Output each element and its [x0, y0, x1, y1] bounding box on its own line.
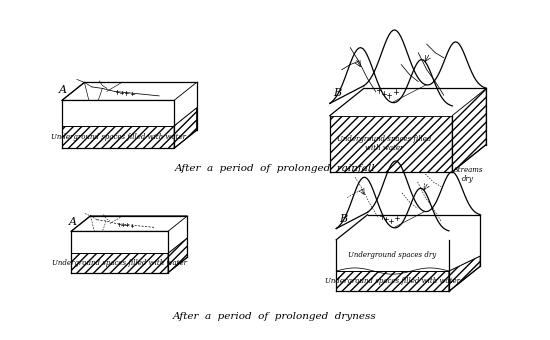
- Polygon shape: [62, 100, 174, 126]
- Polygon shape: [71, 216, 188, 231]
- Polygon shape: [168, 216, 188, 253]
- Text: A: A: [59, 85, 67, 95]
- Polygon shape: [336, 240, 449, 271]
- Polygon shape: [168, 238, 188, 273]
- Polygon shape: [449, 256, 480, 291]
- Polygon shape: [62, 126, 174, 148]
- Text: Streams
dry: Streams dry: [454, 166, 483, 184]
- Text: Underground spaces filled with water: Underground spaces filled with water: [325, 277, 460, 285]
- Polygon shape: [330, 116, 452, 172]
- Text: B: B: [333, 88, 342, 98]
- Text: Underground spaces filled with water: Underground spaces filled with water: [52, 259, 187, 267]
- Polygon shape: [71, 231, 168, 253]
- Text: A: A: [69, 217, 76, 227]
- Polygon shape: [174, 108, 196, 148]
- Polygon shape: [449, 215, 480, 271]
- Text: After  a  period  of  prolonged  dryness: After a period of prolonged dryness: [173, 312, 377, 321]
- Polygon shape: [452, 88, 486, 172]
- Text: Underground spaces filled with water: Underground spaces filled with water: [51, 133, 185, 141]
- Text: Underground spaces filled
with water: Underground spaces filled with water: [337, 135, 432, 152]
- Text: Underground spaces dry: Underground spaces dry: [348, 251, 437, 259]
- Polygon shape: [336, 271, 449, 291]
- Polygon shape: [71, 253, 168, 273]
- Text: B: B: [339, 214, 348, 224]
- Polygon shape: [174, 82, 196, 126]
- Polygon shape: [62, 82, 196, 100]
- Text: After  a  period  of  prolonged  rainfall: After a period of prolonged rainfall: [175, 164, 375, 173]
